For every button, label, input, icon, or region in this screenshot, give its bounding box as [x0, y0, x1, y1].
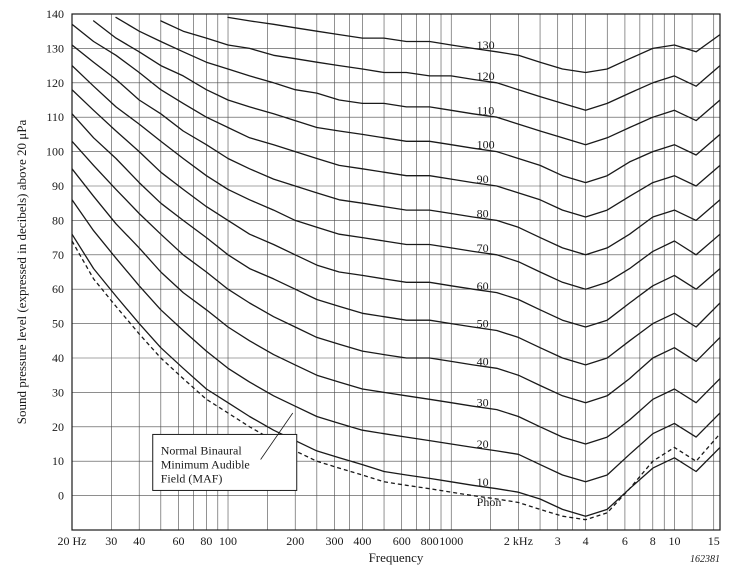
phon-curve-120	[161, 21, 720, 110]
phon-curve-label: 120	[477, 69, 495, 83]
y-axis-label: Sound pressure level (expressed in decib…	[14, 120, 29, 425]
y-tick-label: 40	[52, 351, 64, 365]
phon-curve-label: 50	[477, 317, 489, 331]
x-tick-label: 300	[326, 534, 344, 548]
phon-curve-label: 80	[477, 207, 489, 221]
phon-curve-label: 100	[477, 138, 495, 152]
x-tick-label: 30	[105, 534, 117, 548]
x-tick-label: 40	[133, 534, 145, 548]
phon-curve-label: 40	[477, 354, 489, 368]
x-tick-label: 4	[583, 534, 589, 548]
phon-curve-label: 70	[477, 241, 489, 255]
y-tick-label: 0	[58, 489, 64, 503]
x-tick-label: 60	[172, 534, 184, 548]
phon-units-label: Phon	[477, 495, 502, 509]
figure-id: 162381	[690, 554, 720, 565]
maf-annotation-text: Normal Binaural	[161, 443, 243, 457]
x-axis-label: Frequency	[369, 550, 424, 565]
y-tick-label: 80	[52, 213, 64, 227]
x-tick-label: 1000	[439, 534, 463, 548]
x-tick-label: 800	[421, 534, 439, 548]
x-tick-label: 400	[353, 534, 371, 548]
y-tick-label: 60	[52, 282, 64, 296]
x-tick-label: 20 Hz	[58, 534, 87, 548]
x-tick-label: 200	[286, 534, 304, 548]
y-tick-label: 70	[52, 248, 64, 262]
y-tick-label: 110	[46, 110, 64, 124]
phon-curve-70	[72, 66, 720, 290]
equal-loudness-chart: 0 10 20 30 40 50 60 70 80 90 100 110 120 130 140 20 Hz 3…	[0, 0, 744, 566]
x-tick-label: 10	[668, 534, 680, 548]
y-tick-label: 90	[52, 179, 64, 193]
maf-annotation-text: Minimum Audible	[161, 457, 250, 471]
phon-curve-label: 10	[477, 475, 489, 489]
phon-curve-label: 60	[477, 279, 489, 293]
x-tick-label: 6	[622, 534, 628, 548]
x-tick-label: 600	[393, 534, 411, 548]
y-tick-label: 140	[46, 7, 64, 21]
phon-curve-label: 30	[477, 396, 489, 410]
phon-curve-label: 110	[477, 103, 495, 117]
y-tick-label: 10	[52, 454, 64, 468]
x-tick-label: 100	[219, 534, 237, 548]
y-tick-label: 50	[52, 317, 64, 331]
y-tick-label: 130	[46, 41, 64, 55]
y-tick-label: 20	[52, 420, 64, 434]
maf-annotation-text: Field (MAF)	[161, 471, 223, 485]
x-tick-label: 2 kHz	[504, 534, 533, 548]
x-tick-label: 8	[650, 534, 656, 548]
y-tick-label: 30	[52, 385, 64, 399]
x-tick-label: 15	[708, 534, 720, 548]
x-tick-label: 80	[200, 534, 212, 548]
phon-curve-130	[228, 17, 720, 72]
phon-curve-80	[72, 45, 720, 255]
y-tick-label: 100	[46, 145, 64, 159]
x-tick-label: 3	[555, 534, 561, 548]
y-tick-label: 120	[46, 76, 64, 90]
phon-curve-label: 90	[477, 172, 489, 186]
phon-curve-label: 130	[477, 38, 495, 52]
phon-curve-label: 20	[477, 437, 489, 451]
phon-curve-100	[94, 21, 720, 183]
